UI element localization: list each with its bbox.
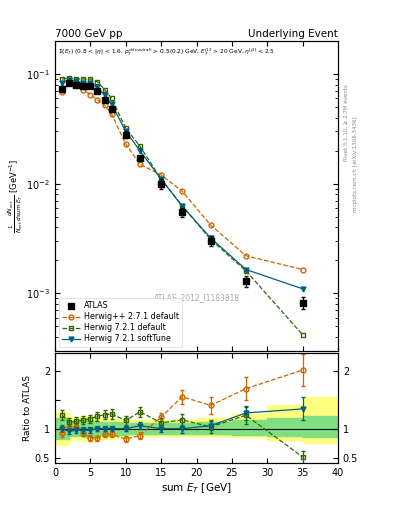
Text: Rivet 3.1.10, ≥ 2.7M events: Rivet 3.1.10, ≥ 2.7M events bbox=[344, 84, 349, 161]
Y-axis label: $\frac{1}{N_{evt}}\frac{d N_{evt}}{d\,\mathrm{sum}\,E_T}$ [GeV$^{-1}$]: $\frac{1}{N_{evt}}\frac{d N_{evt}}{d\,\m… bbox=[6, 159, 25, 233]
Y-axis label: Ratio to ATLAS: Ratio to ATLAS bbox=[23, 375, 32, 441]
Text: Underlying Event: Underlying Event bbox=[248, 29, 338, 39]
Text: $\Sigma(E_T)$ (0.8 < $|\eta|$ < 1.6, $p_T^{ch(neutral)}$ > 0.5(0.2) GeV, $E_T^{j: $\Sigma(E_T)$ (0.8 < $|\eta|$ < 1.6, $p_… bbox=[58, 46, 275, 56]
Text: 7000 GeV pp: 7000 GeV pp bbox=[55, 29, 123, 39]
Legend: ATLAS, Herwig++ 2.7.1 default, Herwig 7.2.1 default, Herwig 7.2.1 softTune: ATLAS, Herwig++ 2.7.1 default, Herwig 7.… bbox=[59, 298, 182, 347]
Text: mcplots.cern.ch [arXiv:1306.3436]: mcplots.cern.ch [arXiv:1306.3436] bbox=[353, 116, 358, 211]
Text: ATLAS_2012_I1183818: ATLAS_2012_I1183818 bbox=[153, 293, 240, 303]
X-axis label: sum $E_T$ [GeV]: sum $E_T$ [GeV] bbox=[161, 481, 232, 495]
